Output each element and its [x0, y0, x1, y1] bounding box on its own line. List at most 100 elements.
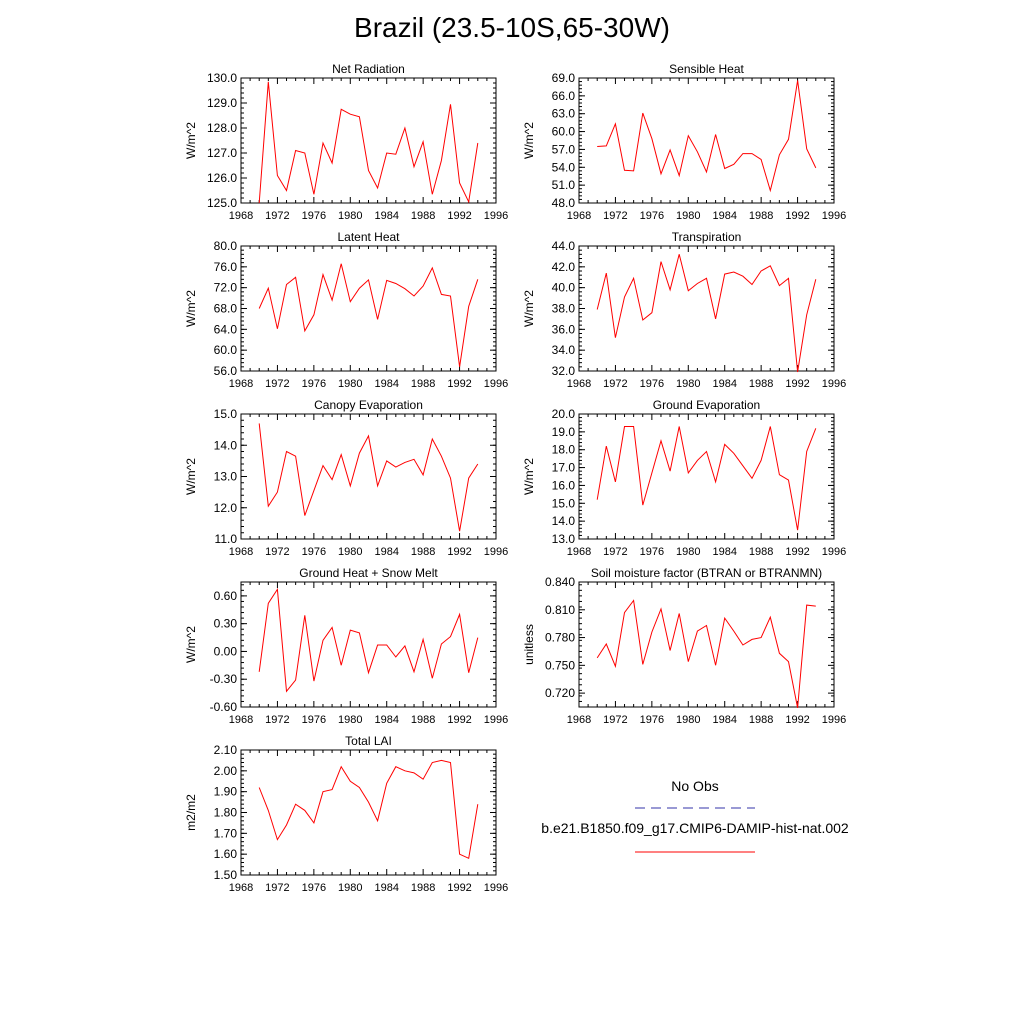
- y-tick-label: 63.0: [552, 107, 576, 121]
- chart-title: Net Radiation: [332, 62, 405, 76]
- y-tick-label: 64.0: [214, 322, 238, 336]
- chart-title: Soil moisture factor (BTRAN or BTRANMN): [591, 566, 822, 580]
- chart-title: Sensible Heat: [669, 62, 744, 76]
- x-tick-label: 1972: [603, 210, 627, 222]
- x-tick-label: 1980: [338, 714, 362, 726]
- series-line: [597, 80, 817, 193]
- x-tick-label: 1984: [374, 714, 398, 726]
- plot-frame: [578, 77, 835, 204]
- y-tick-label: 60.0: [214, 343, 238, 357]
- chart-title: Transpiration: [672, 230, 742, 244]
- x-tick-label: 1992: [447, 546, 471, 558]
- x-tick-label: 1968: [567, 210, 591, 222]
- y-tick-label: 128.0: [207, 121, 237, 135]
- x-tick-label: 1976: [640, 378, 664, 390]
- y-tick-label: 54.0: [552, 160, 576, 174]
- x-tick-label: 1992: [785, 714, 809, 726]
- y-tick-label: 36.0: [552, 322, 576, 336]
- y-tick-label: 0.00: [214, 644, 238, 658]
- x-tick-label: 1968: [229, 882, 253, 894]
- legend: No Obs b.e21.B1850.f09_g17.CMIP6-DAMIP-h…: [530, 778, 860, 858]
- y-tick-label: 68.0: [214, 302, 238, 316]
- y-tick-label: 127.0: [207, 146, 237, 160]
- chart-panel-1: Net Radiation W/m^2 1968 1972 1976 1980 1984 19…: [184, 62, 508, 222]
- x-tick-label: 1968: [229, 378, 253, 390]
- x-tick-label: 1984: [712, 546, 736, 558]
- series-line: [596, 254, 817, 373]
- series-line: [258, 263, 479, 367]
- x-tick-label: 1984: [712, 714, 736, 726]
- y-tick-label: 125.0: [207, 196, 237, 210]
- plot-frame: [240, 581, 497, 708]
- x-tick-label: 1976: [302, 714, 326, 726]
- chart-panel-3: Latent Heat W/m^2 1968 1972 1976 1980 1984 1988…: [184, 230, 508, 390]
- x-tick-label: 1996: [822, 546, 846, 558]
- x-tick-label: 1980: [338, 546, 362, 558]
- y-tick-label: 2.00: [214, 764, 238, 778]
- x-tick-label: 1980: [338, 210, 362, 222]
- y-tick-label: 1.70: [214, 826, 238, 840]
- x-tick-label: 1980: [676, 378, 700, 390]
- x-tick-label: 1996: [822, 714, 846, 726]
- y-tick-label: 2.10: [214, 743, 238, 757]
- y-tick-label: 1.80: [214, 806, 238, 820]
- y-tick-label: 34.0: [552, 343, 576, 357]
- x-tick-label: 1988: [749, 714, 773, 726]
- y-tick-label: 1.50: [214, 868, 238, 882]
- x-tick-label: 1972: [603, 714, 627, 726]
- y-tick-label: 76.0: [214, 260, 238, 274]
- x-tick-label: 1972: [265, 882, 289, 894]
- x-tick-label: 1976: [640, 546, 664, 558]
- chart-panel-9: Total LAI m2/m2 1968 1972 1976 1980 1984 1988 19…: [184, 734, 508, 894]
- y-tick-label: 57.0: [552, 142, 576, 156]
- y-tick-label: 60.0: [552, 125, 576, 139]
- x-tick-label: 1968: [567, 546, 591, 558]
- y-tick-label: 14.0: [552, 514, 576, 528]
- x-tick-label: 1996: [484, 714, 508, 726]
- x-tick-label: 1988: [749, 546, 773, 558]
- y-tick-label: 18.0: [552, 443, 576, 457]
- chart-panel-5: Canopy Evaporation W/m^2 1968 1972 1976 1980 1…: [184, 398, 508, 558]
- y-tick-label: 44.0: [552, 239, 576, 253]
- y-tick-label: 13.0: [214, 470, 238, 484]
- y-tick-label: 17.0: [552, 461, 576, 475]
- x-tick-label: 1976: [302, 378, 326, 390]
- y-tick-label: 48.0: [552, 196, 576, 210]
- x-tick-label: 1980: [338, 882, 362, 894]
- x-tick-label: 1976: [302, 210, 326, 222]
- x-tick-label: 1972: [603, 378, 627, 390]
- y-axis-label: W/m^2: [184, 458, 198, 495]
- chart-title: Ground Evaporation: [653, 398, 760, 412]
- x-tick-label: 1988: [749, 378, 773, 390]
- legend-line-obs: [635, 807, 755, 809]
- x-tick-label: 1976: [640, 210, 664, 222]
- x-tick-label: 1988: [749, 210, 773, 222]
- y-tick-label: 126.0: [207, 171, 237, 185]
- y-tick-label: 56.0: [214, 364, 238, 378]
- x-tick-label: 1988: [411, 882, 435, 894]
- chart-title: Canopy Evaporation: [314, 398, 423, 412]
- x-tick-label: 1984: [374, 210, 398, 222]
- x-tick-label: 1992: [447, 210, 471, 222]
- x-tick-label: 1972: [265, 546, 289, 558]
- y-tick-label: 0.30: [214, 617, 238, 631]
- y-tick-label: 0.60: [214, 589, 238, 603]
- y-tick-label: 42.0: [552, 260, 576, 274]
- x-tick-label: 1976: [302, 882, 326, 894]
- chart-panel-4: Transpiration W/m^2 1968 1972 1976 1980 1984 19…: [522, 230, 846, 390]
- y-axis-label: W/m^2: [184, 122, 198, 159]
- series-line: [258, 423, 479, 532]
- y-axis-label: unitless: [522, 624, 536, 665]
- chart-panel-7: Ground Heat + Snow Melt W/m^2 1968 1972 1976…: [184, 566, 508, 726]
- x-tick-label: 1984: [374, 378, 398, 390]
- x-tick-label: 1984: [712, 378, 736, 390]
- y-tick-label: 19.0: [552, 425, 576, 439]
- x-tick-label: 1972: [265, 378, 289, 390]
- y-tick-label: 0.840: [545, 575, 575, 589]
- x-tick-label: 1968: [567, 378, 591, 390]
- y-tick-label: 0.720: [545, 686, 575, 700]
- y-tick-label: 13.0: [552, 532, 576, 546]
- y-tick-label: 38.0: [552, 302, 576, 316]
- y-tick-label: 80.0: [214, 239, 238, 253]
- y-axis-label: m2/m2: [184, 794, 198, 831]
